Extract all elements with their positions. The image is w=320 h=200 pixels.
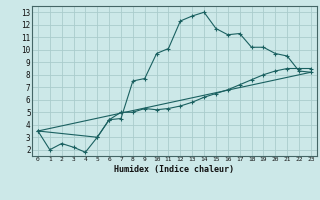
X-axis label: Humidex (Indice chaleur): Humidex (Indice chaleur) [115,165,234,174]
